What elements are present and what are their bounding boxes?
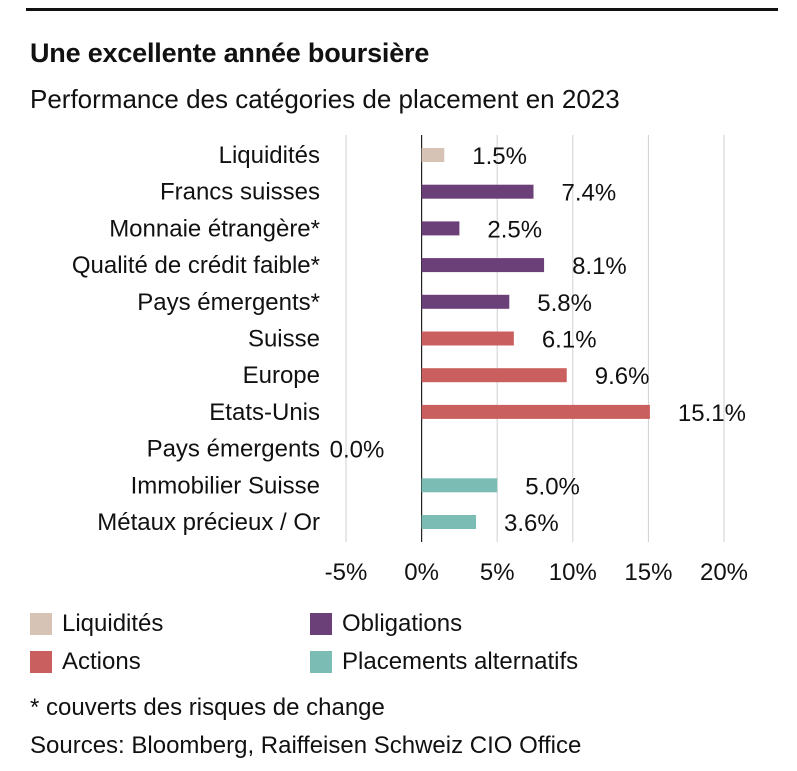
bar	[421, 221, 460, 236]
bar	[421, 331, 514, 346]
legend-label: Liquidités	[62, 610, 164, 637]
category-label: Monnaie étrangère*	[109, 215, 320, 242]
bar	[421, 515, 477, 529]
bar	[421, 258, 545, 273]
category-label: Europe	[243, 362, 320, 389]
value-label: 9.6%	[595, 363, 650, 390]
value-label: 1.5%	[472, 143, 527, 170]
chart-subtitle: Performance des catégories de placement …	[30, 84, 620, 114]
bar	[421, 148, 445, 162]
x-tick-label: 0%	[404, 559, 439, 586]
bar-chart: -5% 0% 5% 10% 15% 20% Liquidités 1.5% Francs sui…	[72, 135, 748, 586]
category-label: Liquidités	[219, 142, 320, 169]
legend-item-placements-alternatifs: Placements alternatifs	[310, 648, 578, 676]
value-label: 8.1%	[572, 253, 627, 280]
source-note: Sources: Bloomberg, Raiffeisen Schweiz C…	[30, 732, 582, 759]
top-rule	[26, 8, 778, 11]
category-label: Métaux précieux / Or	[97, 509, 320, 536]
value-label: 2.5%	[487, 216, 542, 243]
value-label: 3.6%	[504, 510, 559, 537]
bar	[421, 294, 510, 309]
legend-label: Obligations	[342, 610, 463, 637]
legend-label: Placements alternatifs	[342, 648, 579, 675]
x-tick-label: 10%	[549, 559, 597, 586]
category-label: Pays émergents*	[137, 289, 320, 316]
value-label: 7.4%	[561, 180, 616, 207]
legend-swatch	[30, 651, 52, 673]
bar	[421, 368, 567, 383]
value-label: 5.0%	[525, 473, 580, 500]
category-label: Suisse	[248, 326, 320, 353]
x-tick-label: -5%	[325, 559, 368, 586]
legend-swatch	[30, 613, 52, 635]
value-label: 15.1%	[678, 400, 746, 427]
x-tick-label: 5%	[480, 559, 515, 586]
legend-label: Actions	[62, 648, 141, 675]
bar	[421, 404, 650, 419]
legend-item-obligations: Obligations	[310, 610, 462, 638]
value-label: 5.8%	[537, 290, 592, 317]
footnote: * couverts des risques de change	[30, 694, 385, 721]
chart-title: Une excellente année boursière	[30, 38, 430, 68]
legend-item-liquidites: Liquidités	[30, 610, 163, 638]
bar	[421, 184, 534, 199]
x-tick-label: 20%	[700, 559, 748, 586]
category-label: Qualité de crédit faible*	[72, 252, 320, 279]
category-label: Francs suisses	[160, 179, 320, 206]
category-label: Immobilier Suisse	[131, 472, 320, 499]
category-label: Etats-Unis	[209, 399, 320, 426]
x-tick-label: 15%	[624, 559, 672, 586]
value-label: 0.0%	[330, 437, 385, 464]
legend-item-actions: Actions	[30, 648, 141, 676]
legend-swatch	[310, 613, 332, 635]
legend-swatch	[310, 651, 332, 673]
bar	[421, 478, 498, 493]
category-label: Pays émergents	[147, 436, 320, 463]
value-label: 6.1%	[542, 327, 597, 354]
